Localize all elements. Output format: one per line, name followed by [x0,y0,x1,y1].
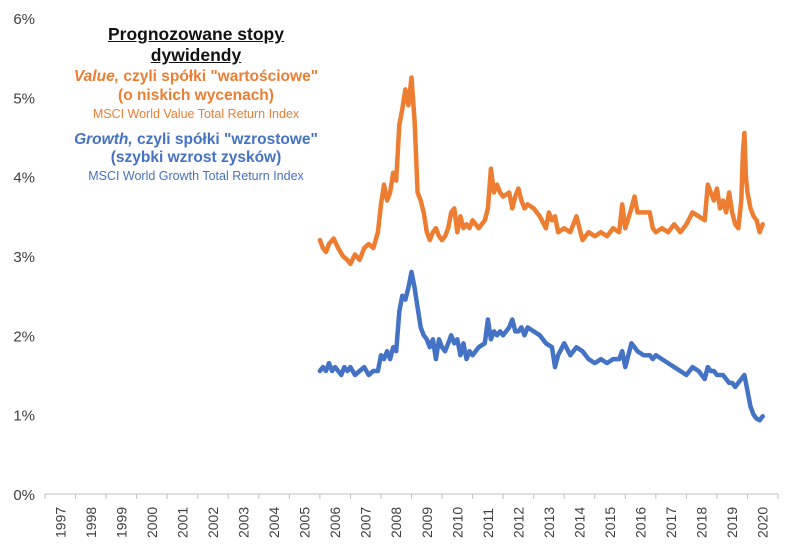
x-tick-label: 2008 [388,507,404,538]
y-tick-label: 3% [13,249,35,266]
legend-growth-index: MSCI World Growth Total Return Index [88,169,304,184]
y-tick-label: 1% [13,408,35,425]
x-tick-label: 2014 [571,507,587,538]
x-tick-label: 2012 [510,507,526,538]
legend-value-name: Value, [73,68,120,86]
chart-title: Prognozowane stopy dywidendy [108,24,284,65]
x-tick-label: 1999 [113,507,129,538]
x-tick-label: 1997 [52,507,68,538]
y-tick-label: 5% [13,90,35,107]
series-layer [317,75,765,423]
x-tick-label: 2009 [419,507,435,538]
x-tick-label: 2020 [755,507,771,538]
legend-growth-desc: czyli spółki "wzrostowe" [132,130,318,148]
legend-growth-name: Growth, [74,130,133,148]
legend-value-index: MSCI World Value Total Return Index [92,106,300,121]
legend-value-desc2: (o niskich wycenach) [118,86,274,104]
x-tick-label: 2003 [236,507,252,538]
x-tick-label: 2015 [602,507,618,538]
x-tick-label: 2013 [541,507,557,538]
x-tick-label: 2016 [633,507,649,538]
x-tick-label: 2010 [449,507,465,538]
y-tick-label: 0% [13,487,35,504]
x-tick-label: 2019 [724,507,740,538]
legend-growth-label: Growth, czyli spółki "wzrostowe" [62,131,330,149]
series-line-growth [317,269,765,423]
x-tick-label: 2005 [297,507,313,538]
x-tick-label: 1998 [83,507,99,538]
x-tick-label: 2006 [327,507,343,538]
x-tick-label: 2011 [480,508,496,538]
x-tick-label: 2018 [694,507,710,538]
series-line-value [317,75,765,267]
legend-growth-desc2: (szybki wzrost zysków) [110,148,282,166]
x-tick-label: 2017 [663,507,679,538]
x-tick-label: 2007 [358,507,374,538]
x-tick-label: 2001 [174,507,190,538]
x-tick-label: 2002 [205,507,221,538]
x-tick-label: 2004 [266,507,282,538]
x-tick-label: 2000 [144,507,160,538]
y-tick-label: 4% [13,170,35,187]
y-tick-label: 6% [13,11,35,28]
y-tick-label: 2% [13,328,35,345]
legend-value-desc: czyli spółki "wartościowe" [119,68,319,86]
legend-value-label: Value, czyli spółki "wartościowe" [62,68,330,86]
legend: Prognozowane stopy dywidendy Value, czyl… [62,24,330,184]
axis-layer: 0% 1% 2% 3% 4% 5% 6% 1997 1998 1999 2000 2001 2002 20… [13,11,779,538]
